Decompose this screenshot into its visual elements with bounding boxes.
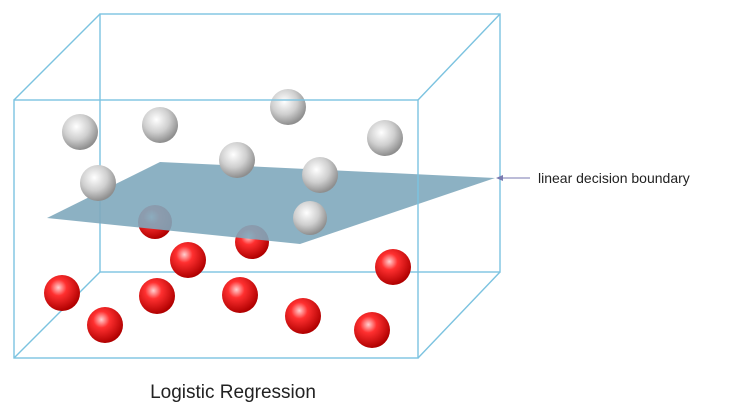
page: linear decision boundary Logistic Regres… [0, 0, 753, 410]
red-point [44, 275, 80, 311]
edge [418, 14, 500, 100]
annotation: linear decision boundary [538, 170, 690, 186]
red-point [139, 278, 175, 314]
caption: Logistic Regression [150, 382, 316, 403]
gray-point [302, 157, 338, 193]
gray-point [219, 142, 255, 178]
gray-point [80, 165, 116, 201]
red-point [375, 249, 411, 285]
gray-point [293, 201, 327, 235]
red-point [170, 242, 206, 278]
red-point [354, 312, 390, 348]
gray-point [62, 114, 98, 150]
gray-point [142, 107, 178, 143]
red-points [44, 242, 411, 348]
edge [418, 272, 500, 358]
diagram: linear decision boundary Logistic Regres… [0, 0, 753, 410]
gray-point [270, 89, 306, 125]
decision-plane [47, 162, 495, 244]
red-point [222, 277, 258, 313]
edge [14, 14, 100, 100]
red-point [87, 307, 123, 343]
red-point [285, 298, 321, 334]
gray-point [367, 120, 403, 156]
